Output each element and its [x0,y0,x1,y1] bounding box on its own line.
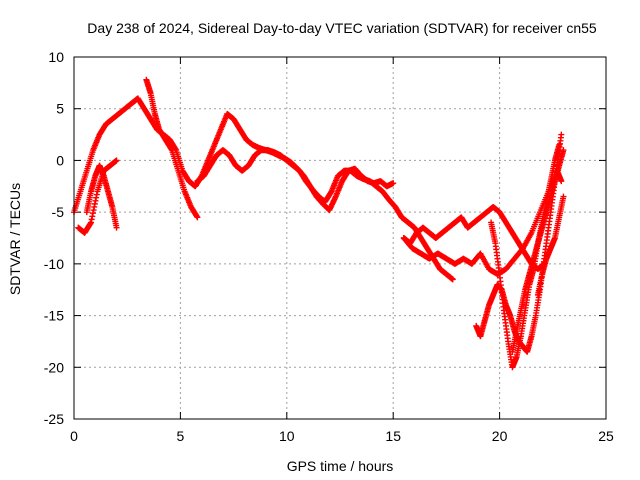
y-tick-label: 0 [56,152,64,168]
series-track-e [194,147,456,283]
data-point [558,131,565,138]
y-tick-label: -15 [44,308,64,324]
y-tick-label: -10 [44,256,64,272]
x-tick-label: 5 [177,428,185,444]
data-point [113,157,120,164]
chart-title: Day 238 of 2024, Sidereal Day-to-day VTE… [87,20,597,36]
grid [74,57,606,419]
data-point [560,147,567,154]
y-tick-label: -5 [52,204,65,220]
x-tick-label: 10 [279,428,295,444]
series-track-a [71,95,397,216]
data-points [71,76,567,371]
x-tick-label: 15 [385,428,401,444]
data-point [113,224,120,231]
series-track-k [534,193,567,298]
plot-frame [73,56,607,420]
data-point [390,180,397,187]
y-tick-label: -20 [44,359,64,375]
x-tick-label: 25 [598,428,614,444]
y-axis-label: SDTVAR / TECUs [7,183,23,295]
y-tick-label: -25 [44,411,64,427]
series-track-d [143,76,201,221]
data-point [449,276,456,283]
data-point [194,214,201,221]
data-point [556,141,563,148]
series-track-c [83,162,120,231]
x-tick-label: 20 [492,428,508,444]
data-point [558,178,565,185]
x-axis-label: GPS time / hours [287,458,394,474]
y-tick-label: 10 [48,49,64,65]
data-point [560,193,567,200]
x-tick-label: 0 [70,428,78,444]
series-track-j [509,147,567,355]
y-tick-label: 5 [56,101,64,117]
